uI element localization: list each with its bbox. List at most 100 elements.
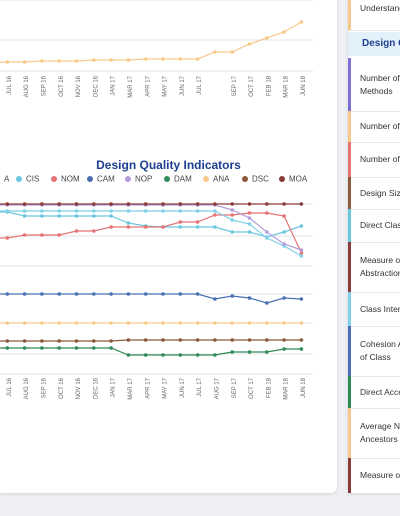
- series-nom-point: [109, 225, 113, 229]
- legend-dot: [279, 175, 285, 182]
- legend-dot: [87, 175, 93, 182]
- top-chart-x-tick-label: MAY 17: [163, 75, 169, 96]
- legend-item[interactable]: DSC: [242, 174, 269, 186]
- series-nom-point: [178, 220, 183, 224]
- legend-item[interactable]: ANA: [203, 174, 229, 186]
- series-cis-point: [22, 214, 27, 218]
- series-ana-point: [40, 321, 44, 325]
- series-cis-point: [40, 214, 44, 218]
- series-moa-point: [126, 202, 131, 206]
- top-series-point: [265, 36, 269, 40]
- series-nom-point: [5, 236, 10, 240]
- series-dsc-point: [74, 339, 79, 343]
- legend-item[interactable]: DAM: [164, 174, 192, 186]
- series-nom-point: [126, 225, 131, 229]
- top-series-point: [57, 59, 61, 63]
- series-ana-point: [22, 321, 27, 325]
- series-a-point: [74, 209, 79, 213]
- series-cis-point: [178, 225, 183, 229]
- metric-item[interactable]: Direct Class: [348, 209, 400, 243]
- series-ana-point: [5, 321, 10, 325]
- main-chart-x-tick-label: DEC 16: [93, 377, 99, 399]
- metric-item[interactable]: Design Size: [348, 177, 400, 210]
- legend-item[interactable]: NOM: [51, 174, 80, 186]
- series-ana-point: [126, 321, 131, 325]
- series-a-point: [213, 209, 217, 213]
- series-dam-point: [265, 350, 269, 354]
- metric-item[interactable]: Class Interf: [348, 292, 400, 327]
- series-ana-point: [282, 321, 286, 325]
- top-series-point: [92, 58, 96, 62]
- series-cam-point: [161, 292, 165, 296]
- legend-label: DSC: [252, 174, 269, 184]
- series-cis-line: [0, 211, 302, 238]
- metric-label: Direct Class: [360, 220, 400, 230]
- series-cis-point: [57, 214, 61, 218]
- series-moa-point: [195, 202, 200, 206]
- series-nom-point: [22, 233, 27, 237]
- top-series-point: [5, 60, 10, 64]
- series-a-point: [230, 218, 234, 222]
- top-series-point: [178, 57, 183, 61]
- metric-label: Understand: [360, 3, 400, 13]
- top-series-point: [74, 59, 79, 63]
- series-ana-point: [265, 321, 269, 325]
- series-dsc-point: [195, 338, 200, 342]
- series-nom-point: [282, 214, 286, 218]
- series-cam-point: [40, 292, 44, 296]
- top-series-point: [282, 30, 286, 34]
- main-chart-x-tick-label: APR 17: [145, 377, 151, 398]
- legend-label: CAM: [97, 174, 115, 184]
- legend-item[interactable]: CIS: [16, 174, 39, 186]
- legend-item[interactable]: NOP: [125, 174, 152, 186]
- series-dsc-point: [282, 338, 286, 342]
- metric-item[interactable]: Measure of Abstraction: [348, 242, 400, 293]
- metric-item[interactable]: Average N Ancestors: [348, 408, 400, 459]
- top-chart-x-tick-label: JUL 17: [197, 75, 203, 94]
- top-series-point: [126, 58, 131, 62]
- main-chart-x-tick-label: SEP 16: [41, 377, 47, 398]
- metric-item[interactable]: Number of: [348, 111, 400, 143]
- metric-item[interactable]: Number of Methods: [348, 58, 400, 112]
- top-series-point: [22, 60, 27, 64]
- metric-item[interactable]: Direct Acce: [348, 376, 400, 409]
- series-a-point: [143, 209, 148, 213]
- series-a-point: [40, 209, 44, 213]
- series-cis-point: [282, 230, 286, 234]
- top-chart-x-tick-label: AUG 16: [24, 75, 30, 97]
- legend-dot: [203, 175, 209, 182]
- legend-label: DAM: [174, 174, 192, 184]
- top-series-point: [109, 58, 113, 62]
- main-chart-x-tick-label: JAN 17: [111, 377, 117, 397]
- legend-item[interactable]: CAM: [87, 174, 115, 186]
- top-chart-x-tick-label: MAR 18: [284, 75, 290, 97]
- series-ana-point: [109, 321, 113, 325]
- metric-color-bar: [348, 0, 351, 30]
- metric-item[interactable]: Number of: [348, 142, 400, 178]
- metric-item[interactable]: Measure of: [348, 458, 400, 493]
- metric-color-bar: [348, 376, 351, 408]
- series-moa-point: [57, 202, 61, 206]
- series-cam-point: [22, 292, 27, 296]
- main-chart-x-tick-label: OCT 17: [249, 377, 255, 399]
- series-a-point: [178, 209, 183, 213]
- series-a-point: [126, 209, 131, 213]
- metric-item[interactable]: Cohesion A of Class: [348, 326, 400, 377]
- legend-item[interactable]: MOA: [279, 174, 307, 186]
- metric-color-bar: [348, 177, 351, 209]
- legend-dot: [125, 175, 131, 182]
- main-chart-x-tick-label: JUL 16: [7, 377, 13, 396]
- top-series-point: [143, 57, 148, 61]
- top-chart-x-tick-label: OCT 17: [249, 75, 255, 97]
- metric-color-bar: [348, 58, 351, 111]
- metric-item[interactable]: Understand: [348, 0, 400, 31]
- series-cam-point: [57, 292, 61, 296]
- series-cis-point: [74, 214, 79, 218]
- series-dam-point: [282, 347, 286, 351]
- legend-item[interactable]: A: [0, 174, 9, 186]
- legend-dot: [16, 175, 22, 182]
- series-dsc-point: [230, 338, 234, 342]
- series-dam-point: [5, 346, 10, 350]
- series-dam-point: [40, 346, 44, 350]
